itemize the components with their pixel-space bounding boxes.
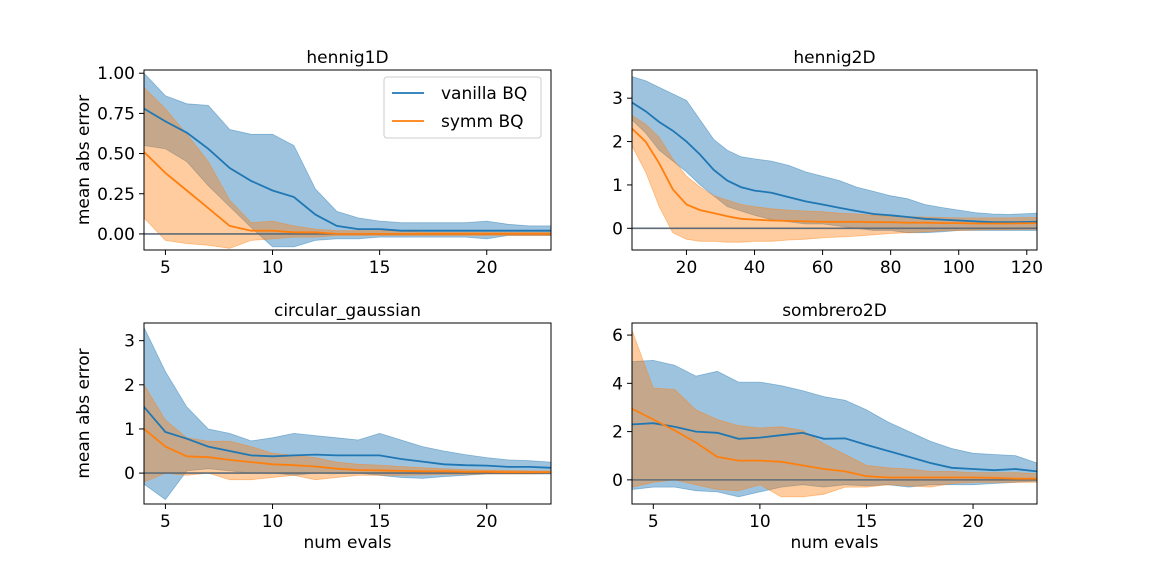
band-symm-hennig2d: [632, 115, 1037, 243]
subplot-sombrero2d: 5 10 15 20 0 2 4 6 sombrero2D num evals: [612, 301, 1038, 553]
y-tick-label-hennig1d: 0.50: [97, 145, 135, 165]
band-symm-circular-gaussian: [144, 384, 551, 483]
axes-frame-circular-gaussian: [143, 322, 552, 505]
axes-frame-hennig1d: [143, 69, 552, 251]
band-symm-hennig1d: [144, 87, 551, 249]
x-tick-label-hennig2d: 60: [812, 258, 834, 278]
y-axis-label-circular-gaussian: mean abs error: [74, 348, 94, 478]
axes-frame-hennig2d: [631, 69, 1038, 251]
x-tick-label-circular-gaussian: 15: [369, 512, 391, 532]
x-tick-label-circular-gaussian: 10: [262, 512, 284, 532]
y-tick-label-circular-gaussian: 3: [124, 332, 135, 352]
x-tick-label-circular-gaussian: 5: [160, 512, 171, 532]
x-tick-label-hennig1d: 10: [262, 258, 284, 278]
mean-line-symm-circular-gaussian: [144, 428, 551, 474]
mean-line-symm-hennig1d: [144, 151, 551, 235]
y-tick-label-sombrero2d: 2: [612, 423, 623, 443]
y-tick-label-sombrero2d: 0: [612, 471, 623, 491]
y-tick-label-hennig1d: 0.75: [97, 104, 135, 124]
plot-area-sombrero2d: [632, 330, 1037, 498]
plot-area-circular-gaussian: [144, 327, 551, 501]
mean-line-vanilla-sombrero2d: [632, 422, 1037, 473]
band-vanilla-hennig1d: [144, 72, 551, 248]
y-tick-label-circular-gaussian: 2: [124, 376, 135, 396]
y-tick-label-hennig1d: 0.25: [97, 185, 135, 205]
x-tick-label-sombrero2d: 20: [962, 512, 984, 532]
y-tick-label-hennig2d: 2: [612, 133, 623, 153]
y-tick-label-sombrero2d: 6: [612, 326, 623, 346]
y-tick-label-hennig2d: 0: [612, 219, 623, 239]
subplot-hennig2d: 20 40 60 80 100 120 0 1 2 3 hennig2D: [612, 48, 1043, 278]
y-axis-label-hennig1d: mean abs error: [74, 95, 94, 225]
y-tick-label-hennig2d: 1: [612, 176, 623, 196]
x-tick-label-sombrero2d: 10: [749, 512, 771, 532]
mean-line-vanilla-hennig1d: [144, 107, 551, 232]
x-tick-label-sombrero2d: 15: [856, 512, 878, 532]
x-tick-label-hennig2d: 20: [676, 258, 698, 278]
subplot-title-circular-gaussian: circular_gaussian: [274, 301, 421, 321]
x-tick-label-hennig2d: 40: [744, 258, 766, 278]
y-tick-label-hennig2d: 3: [612, 89, 623, 109]
x-tick-label-circular-gaussian: 20: [476, 512, 498, 532]
plot-area-hennig1d: [144, 72, 551, 249]
mean-line-vanilla-circular-gaussian: [144, 406, 551, 469]
x-axis-label-sombrero2d: num evals: [790, 533, 878, 553]
mean-line-symm-hennig2d: [632, 127, 1037, 225]
mean-line-symm-sombrero2d: [632, 407, 1037, 480]
subplot-title-hennig1d: hennig1D: [306, 48, 388, 68]
legend-label-symm: symm BQ: [441, 112, 524, 132]
subplot-hennig1d: 5 10 15 20 0.00 0.25 0.50 0.75 1.00 hennig1D mean …: [74, 48, 552, 278]
subplot-title-sombrero2d: sombrero2D: [782, 301, 887, 321]
legend-label-vanilla: vanilla BQ: [441, 84, 527, 104]
x-tick-label-sombrero2d: 5: [648, 512, 659, 532]
y-tick-label-hennig1d: 0.00: [97, 225, 135, 245]
x-tick-label-hennig1d: 15: [369, 258, 391, 278]
band-symm-sombrero2d: [632, 330, 1037, 498]
y-tick-label-sombrero2d: 4: [612, 374, 623, 394]
subplot-title-hennig2d: hennig2D: [793, 48, 875, 68]
mean-line-vanilla-hennig2d: [632, 101, 1037, 224]
x-tick-label-hennig1d: 5: [160, 258, 171, 278]
x-tick-label-hennig2d: 120: [1011, 258, 1043, 278]
x-tick-label-hennig2d: 80: [880, 258, 902, 278]
y-tick-label-circular-gaussian: 1: [124, 420, 135, 440]
band-vanilla-hennig2d: [632, 76, 1037, 234]
y-tick-label-circular-gaussian: 0: [124, 464, 135, 484]
x-axis-label-circular-gaussian: num evals: [303, 533, 391, 553]
x-tick-label-hennig1d: 20: [476, 258, 498, 278]
band-vanilla-sombrero2d: [632, 359, 1037, 498]
legend: vanilla BQ symm BQ: [383, 76, 542, 139]
plot-area-hennig2d: [632, 76, 1037, 243]
x-tick-label-hennig2d: 100: [942, 258, 974, 278]
y-tick-label-hennig1d: 1.00: [97, 64, 135, 84]
axes-frame-sombrero2d: [631, 322, 1038, 505]
